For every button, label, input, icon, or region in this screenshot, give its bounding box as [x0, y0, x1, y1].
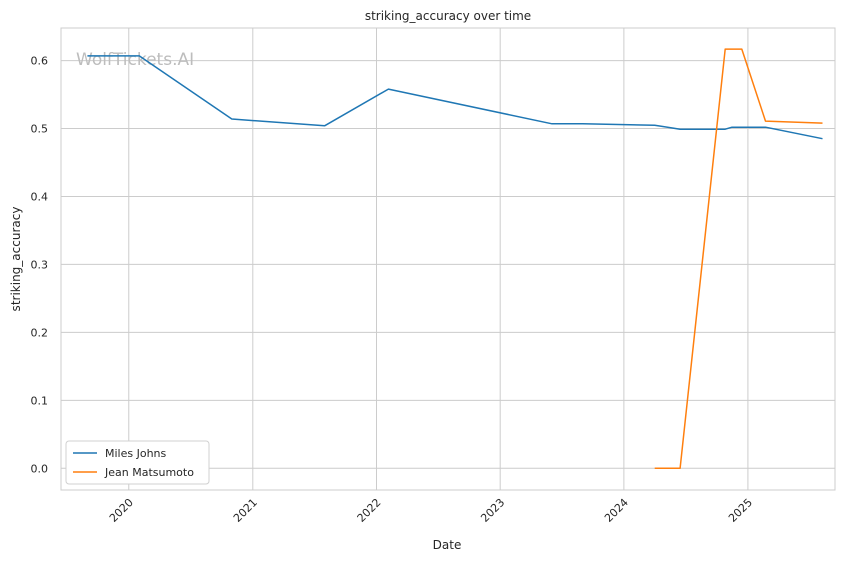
y-tick-label: 0.4 [31, 190, 49, 203]
series-line-miles-johns [87, 55, 823, 140]
data-point-miles-johns [87, 55, 89, 57]
data-point-jean-matsumoto [822, 122, 824, 124]
y-tick-label: 0.2 [31, 326, 49, 339]
data-point-jean-matsumoto [724, 48, 726, 50]
y-tick-label: 0.6 [31, 55, 49, 68]
series-line-jean-matsumoto [654, 48, 823, 470]
series-lines [87, 48, 824, 470]
y-axis-label: striking_accuracy [9, 207, 23, 312]
x-axis-label: Date [433, 538, 462, 552]
data-point-miles-johns [324, 125, 326, 127]
data-point-jean-matsumoto [765, 120, 767, 122]
watermark: WolfTickets.AI [76, 50, 194, 70]
data-point-miles-johns [231, 118, 233, 120]
data-point-miles-johns [388, 88, 390, 90]
plot-area [60, 27, 836, 491]
data-point-jean-matsumoto [654, 467, 656, 469]
data-point-miles-johns [731, 126, 733, 128]
y-tick-label: 0.5 [31, 123, 49, 136]
data-point-miles-johns [679, 128, 681, 130]
data-point-miles-johns [724, 128, 726, 130]
data-point-jean-matsumoto [741, 48, 743, 50]
chart-title: striking_accuracy over time [365, 9, 531, 23]
data-point-miles-johns [582, 123, 584, 125]
legend: Miles Johns Jean Matsumoto [65, 440, 210, 485]
data-point-jean-matsumoto [679, 467, 681, 469]
data-point-miles-johns [822, 138, 824, 140]
data-point-miles-johns [765, 126, 767, 128]
data-point-miles-johns [654, 124, 656, 126]
y-tick-label: 0.0 [31, 462, 49, 475]
data-point-miles-johns [138, 55, 140, 57]
y-tick-label: 0.1 [31, 394, 49, 407]
legend-label-miles-johns: Miles Johns [105, 447, 167, 460]
legend-label-jean-matsumoto: Jean Matsumoto [104, 466, 194, 479]
grid [61, 28, 835, 490]
legend-box [65, 440, 210, 485]
data-point-miles-johns [551, 123, 553, 125]
y-tick-label: 0.3 [31, 258, 49, 271]
